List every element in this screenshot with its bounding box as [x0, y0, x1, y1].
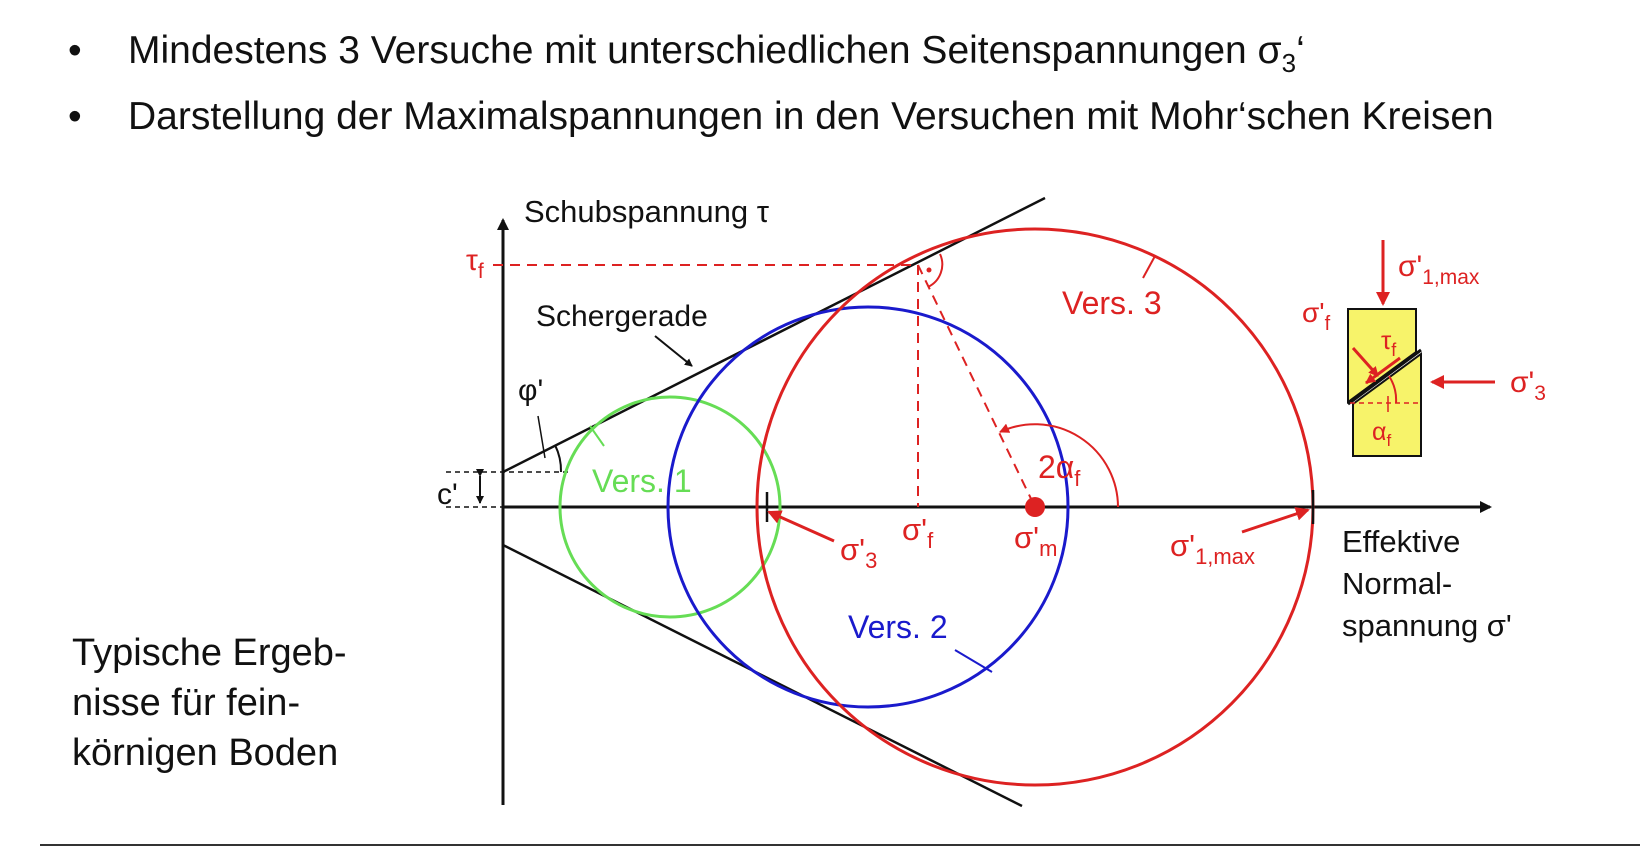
- bullet-subscript: 3: [1281, 47, 1297, 78]
- bullet-text: Mindestens 3 Versuche mit unterschiedlic…: [128, 29, 1282, 72]
- sigma1max-arrow: [1241, 507, 1310, 534]
- right-angle-mark: [927, 253, 944, 288]
- sigma-m-label: σ'm: [1014, 520, 1057, 561]
- side-note-line: Typische Ergeb-: [72, 632, 347, 674]
- circle-1-leader: [589, 425, 605, 447]
- specimen-sigma1-label: σ'1,max: [1398, 250, 1480, 289]
- mohr-circle-2: [666, 305, 1070, 709]
- bullet-list: • Mindestens 3 Versuche mit unterschiedli…: [68, 24, 1494, 144]
- centre-point: [1025, 497, 1045, 517]
- two-alpha-label: 2αf: [1038, 449, 1081, 491]
- specimen-alpha-label: αf: [1372, 418, 1391, 450]
- phi-label: φ': [518, 374, 543, 407]
- bullet-suffix: ‘: [1296, 29, 1305, 72]
- footer-rule: [40, 844, 1640, 846]
- circle-3-label: Vers. 3: [1062, 285, 1162, 321]
- bullet-item: • Darstellung der Maximalspannungen in de…: [68, 94, 1494, 138]
- side-note-line: nisse für fein-: [72, 682, 301, 724]
- circle-1-label: Vers. 1: [592, 463, 692, 499]
- specimen-lower-block: [1352, 352, 1422, 457]
- specimen-sigmaf-label: σ'f: [1302, 297, 1331, 335]
- right-angle-dot: [926, 267, 932, 273]
- bullet-text: Darstellung der Maximalspannungen in den…: [128, 94, 1494, 138]
- schergerade-label: Schergerade: [536, 300, 708, 333]
- circle-2-label: Vers. 2: [848, 609, 948, 645]
- two-alpha-arc: [999, 423, 1119, 508]
- specimen-sketch: αf σ'1,max σ'3 σ'f τf: [1302, 240, 1546, 457]
- sigma1max-label: σ'1,max: [1170, 528, 1255, 569]
- specimen-tauf-arrow: [1365, 356, 1401, 385]
- y-axis-label: Schubspannung τ: [524, 194, 769, 229]
- sigma3-arrow: [767, 510, 835, 543]
- phi-arc: [554, 444, 563, 473]
- mohr-circle-1: [558, 395, 782, 619]
- specimen-slip-plane: [1347, 348, 1422, 406]
- side-note-line: körnigen Boden: [72, 732, 339, 774]
- c-label: c': [437, 478, 458, 511]
- specimen-alpha-arc: [1388, 375, 1398, 404]
- schergerade-leader: [654, 335, 693, 367]
- x-axis-label: Effektive Normal- spannung σ': [1342, 524, 1512, 643]
- side-note: Typische Ergeb- nisse für fein- körnigen…: [72, 628, 347, 778]
- sigma3-label: σ'3: [840, 532, 877, 573]
- phi-leader: [537, 415, 546, 459]
- circle-3-leader: [1142, 255, 1156, 279]
- tau-f-label: τf: [466, 244, 484, 283]
- circle-2-leader: [954, 649, 993, 673]
- specimen-tauf-label: τf: [1381, 325, 1397, 360]
- specimen-sigma3-label: σ'3: [1510, 366, 1546, 405]
- sigma-f-label: σ'f: [902, 512, 934, 553]
- specimen-sigmaf-arrow: [1351, 347, 1380, 377]
- radius-guide: [917, 264, 1036, 508]
- bullet-item: • Mindestens 3 Versuche mit unterschiedli…: [68, 29, 1305, 78]
